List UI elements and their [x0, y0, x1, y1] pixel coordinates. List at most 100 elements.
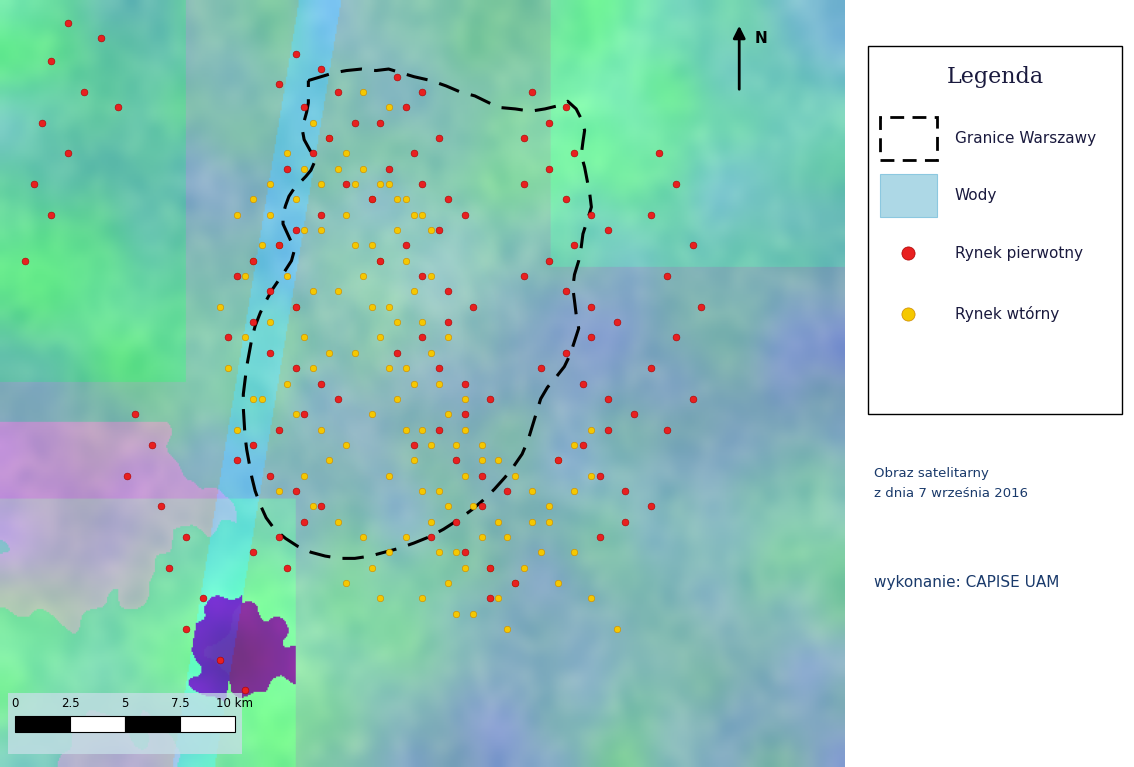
- Point: [388, 224, 406, 236]
- Point: [219, 362, 237, 374]
- Point: [329, 86, 347, 98]
- Point: [659, 270, 677, 282]
- Point: [439, 577, 457, 589]
- Point: [464, 607, 482, 620]
- Point: [304, 147, 322, 160]
- Point: [532, 362, 550, 374]
- Point: [211, 301, 229, 313]
- Point: [354, 86, 372, 98]
- Point: [363, 239, 381, 252]
- Point: [143, 439, 161, 451]
- Point: [557, 193, 575, 206]
- Bar: [8, 693, 242, 754]
- Point: [608, 623, 626, 635]
- Bar: [880, 174, 938, 217]
- Point: [566, 485, 584, 497]
- Point: [42, 209, 60, 221]
- Point: [439, 500, 457, 512]
- Point: [456, 377, 474, 390]
- Point: [371, 592, 389, 604]
- Point: [532, 546, 550, 558]
- Point: [684, 239, 702, 252]
- Text: 5: 5: [121, 697, 129, 710]
- Point: [337, 147, 355, 160]
- Point: [287, 224, 305, 236]
- Point: [456, 423, 474, 436]
- Point: [312, 500, 330, 512]
- Point: [321, 132, 339, 144]
- Point: [287, 301, 305, 313]
- Point: [430, 377, 448, 390]
- Point: [439, 316, 457, 328]
- Point: [371, 178, 389, 190]
- Point: [160, 561, 178, 574]
- Point: [583, 469, 601, 482]
- Point: [397, 101, 415, 114]
- Point: [464, 500, 482, 512]
- Point: [439, 408, 457, 420]
- Point: [430, 423, 448, 436]
- Point: [245, 193, 263, 206]
- Point: [422, 531, 440, 543]
- Point: [506, 577, 524, 589]
- Point: [490, 454, 508, 466]
- Point: [253, 393, 271, 405]
- Point: [380, 101, 398, 114]
- Point: [397, 423, 415, 436]
- Point: [109, 101, 127, 114]
- Point: [490, 592, 508, 604]
- Point: [464, 301, 482, 313]
- Point: [473, 500, 491, 512]
- Point: [540, 163, 558, 175]
- Point: [430, 362, 448, 374]
- Bar: [180, 716, 235, 732]
- Point: [515, 561, 533, 574]
- Point: [625, 408, 643, 420]
- Point: [583, 331, 601, 344]
- Text: N: N: [754, 31, 768, 46]
- Point: [405, 285, 423, 298]
- Point: [295, 331, 313, 344]
- Point: [540, 117, 558, 129]
- Point: [616, 515, 634, 528]
- Point: [354, 531, 372, 543]
- Point: [422, 439, 440, 451]
- Point: [371, 117, 389, 129]
- Bar: [15, 716, 70, 732]
- Point: [506, 577, 524, 589]
- Point: [346, 178, 364, 190]
- Bar: [880, 117, 938, 160]
- Point: [473, 439, 491, 451]
- Point: [456, 209, 474, 221]
- Point: [405, 377, 423, 390]
- Text: 0: 0: [11, 697, 19, 710]
- Point: [295, 469, 313, 482]
- Point: [380, 178, 398, 190]
- Point: [321, 454, 339, 466]
- Point: [692, 301, 710, 313]
- Point: [126, 408, 144, 420]
- Point: [397, 362, 415, 374]
- Point: [490, 515, 508, 528]
- Point: [228, 209, 246, 221]
- Point: [540, 255, 558, 267]
- Point: [413, 270, 431, 282]
- Point: [295, 163, 313, 175]
- Point: [515, 178, 533, 190]
- Point: [616, 485, 634, 497]
- Point: [405, 147, 423, 160]
- Point: [380, 163, 398, 175]
- Point: [413, 485, 431, 497]
- Point: [583, 301, 601, 313]
- Point: [430, 224, 448, 236]
- Point: [439, 193, 457, 206]
- Point: [219, 331, 237, 344]
- Point: [481, 393, 499, 405]
- Point: [278, 163, 296, 175]
- Point: [405, 209, 423, 221]
- Point: [287, 193, 305, 206]
- Point: [354, 163, 372, 175]
- Point: [337, 577, 355, 589]
- Point: [245, 316, 263, 328]
- Point: [371, 331, 389, 344]
